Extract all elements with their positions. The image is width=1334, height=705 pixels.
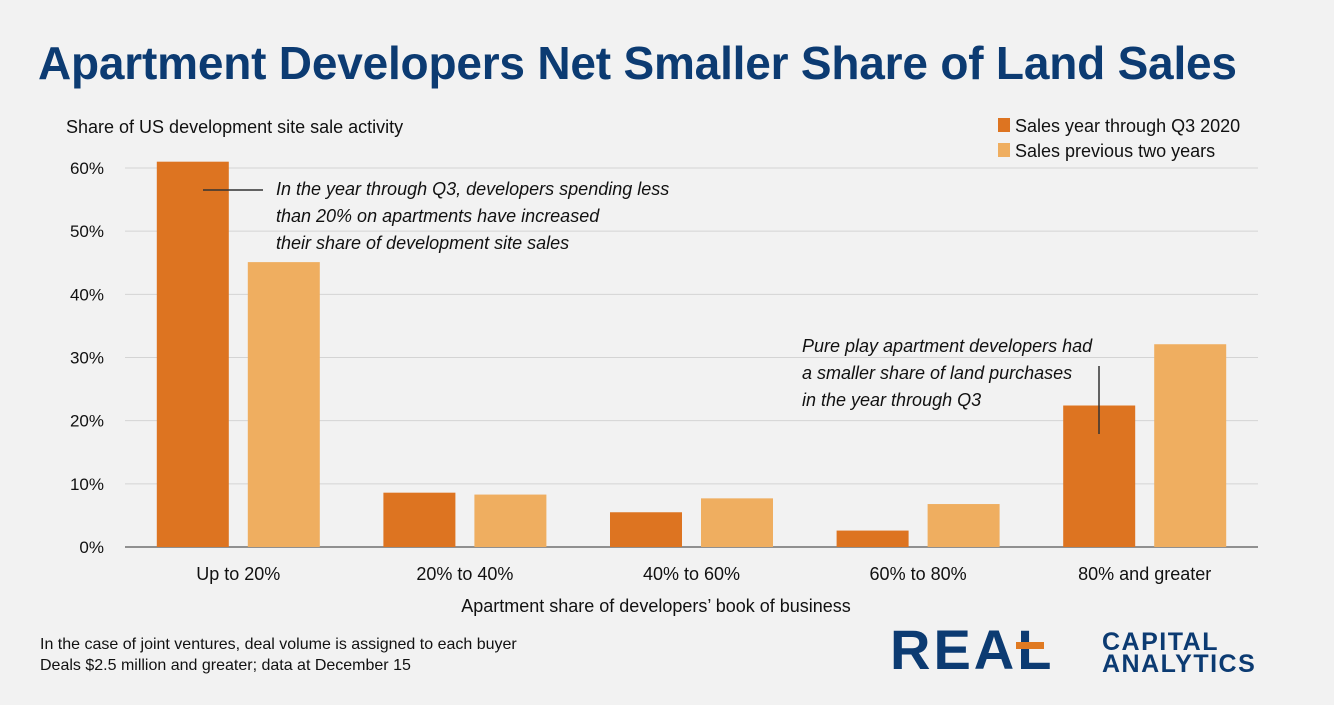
- bar-previous-two-years: [474, 494, 547, 547]
- bar-previous-two-years: [247, 262, 320, 547]
- legend-swatch: [998, 118, 1010, 132]
- annotation-text: their share of development site sales: [276, 233, 569, 253]
- chart-title: Apartment Developers Net Smaller Share o…: [38, 37, 1237, 89]
- legend-label: Sales year through Q3 2020: [1015, 116, 1240, 136]
- y-tick-label: 50%: [70, 222, 104, 241]
- logo-accent-bar: [1016, 642, 1044, 649]
- bar-q3-2020: [156, 161, 229, 547]
- logo-analytics: ANALYTICS: [1102, 650, 1257, 678]
- annotation-text: Pure play apartment developers had: [802, 336, 1093, 356]
- bar-q3-2020: [610, 512, 682, 547]
- bar-previous-two-years: [1154, 344, 1227, 547]
- x-tick-label: 40% to 60%: [643, 564, 740, 584]
- annotation-text: In the year through Q3, developers spend…: [276, 179, 669, 199]
- y-tick-label: 20%: [70, 412, 104, 431]
- bar-q3-2020: [836, 530, 909, 547]
- annotation-text: a smaller share of land purchases: [802, 363, 1072, 383]
- logo-capital: CAPITAL: [1102, 628, 1219, 656]
- bar-previous-two-years: [927, 504, 1000, 547]
- x-tick-label: 20% to 40%: [416, 564, 513, 584]
- legend-swatch: [998, 143, 1010, 157]
- y-tick-label: 0%: [79, 538, 104, 557]
- annotation-text: in the year through Q3: [802, 390, 981, 410]
- footnote-joint-ventures: In the case of joint ventures, deal volu…: [40, 636, 517, 653]
- x-axis-title: Apartment share of developers’ book of b…: [461, 596, 851, 616]
- bar-previous-two-years: [701, 498, 773, 547]
- x-tick-label: 60% to 80%: [870, 564, 967, 584]
- bar-q3-2020: [383, 492, 456, 547]
- footnote-deal-size: Deals $2.5 million and greater; data at …: [40, 657, 411, 674]
- logo-word: REAL: [890, 618, 1055, 681]
- legend-label: Sales previous two years: [1015, 141, 1215, 161]
- real-capital-analytics-logo: REAL CAPITAL ANALYTICS: [890, 622, 1310, 678]
- x-tick-label: Up to 20%: [196, 564, 280, 584]
- y-tick-label: 30%: [70, 349, 104, 368]
- x-tick-label: 80% and greater: [1078, 564, 1211, 584]
- y-tick-label: 10%: [70, 475, 104, 494]
- y-tick-label: 60%: [70, 159, 104, 178]
- annotation-text: than 20% on apartments have increased: [276, 206, 600, 226]
- y-tick-label: 40%: [70, 285, 104, 304]
- y-axis-title: Share of US development site sale activi…: [66, 117, 403, 137]
